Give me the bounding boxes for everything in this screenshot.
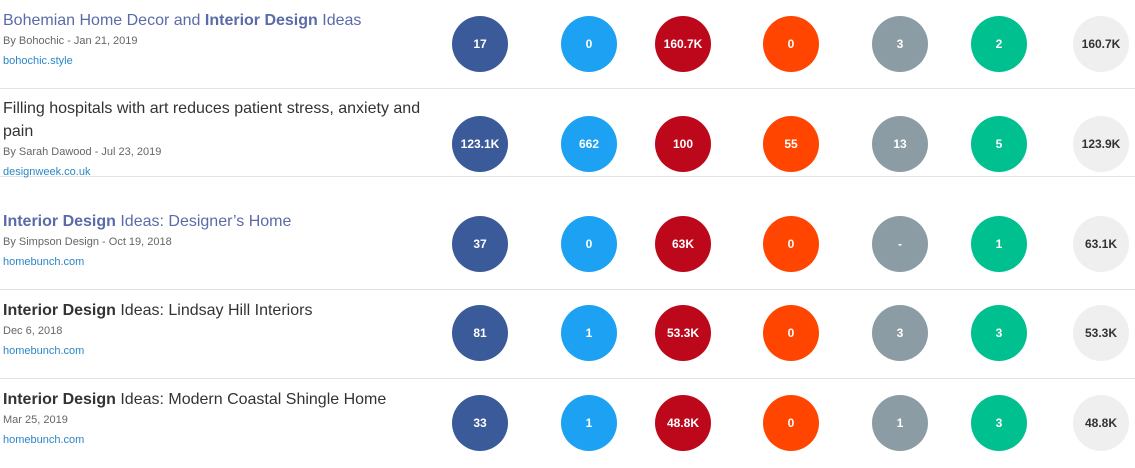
pinterest-pins-badge[interactable]: 63K: [655, 216, 711, 272]
article-domain-link[interactable]: designweek.co.uk: [3, 166, 91, 178]
reddit-engagement-badge[interactable]: 0: [763, 395, 819, 451]
article-info: Interior Design Ideas: Designer’s Home B…: [3, 210, 433, 269]
article-meta: By Sarah Dawood - Jul 23, 2019: [3, 146, 162, 158]
article-info: Filling hospitals with art reduces patie…: [3, 97, 433, 179]
article-title[interactable]: Interior Design Ideas: Designer’s Home: [3, 210, 433, 233]
links-count-badge[interactable]: 3: [872, 305, 928, 361]
title-part: Ideas: Lindsay Hill Interiors: [115, 302, 313, 319]
twitter-shares-badge[interactable]: 662: [561, 116, 617, 172]
facebook-engagement-badge[interactable]: 37: [452, 216, 508, 272]
twitter-shares-badge[interactable]: 0: [561, 16, 617, 72]
title-part: Ideas: Designer’s Home: [115, 213, 292, 230]
article-meta: Dec 6, 2018: [3, 325, 63, 337]
total-engagement-badge[interactable]: 48.8K: [1073, 395, 1129, 451]
article-row: Interior Design Ideas: Designer’s Home B…: [0, 201, 1135, 290]
title-part: Filling hospitals with art reduces patie…: [3, 100, 421, 140]
reddit-engagement-badge[interactable]: 55: [763, 116, 819, 172]
facebook-engagement-badge[interactable]: 17: [452, 16, 508, 72]
facebook-engagement-badge[interactable]: 81: [452, 305, 508, 361]
title-keyword: Interior Design: [3, 213, 116, 230]
article-row: Interior Design Ideas: Modern Coastal Sh…: [0, 379, 1135, 468]
article-title[interactable]: Bohemian Home Decor and Interior Design …: [3, 9, 433, 32]
article-domain-link[interactable]: bohochic.style: [3, 55, 73, 67]
title-keyword: Interior Design: [3, 302, 116, 319]
pinterest-pins-badge[interactable]: 53.3K: [655, 305, 711, 361]
title-part: Ideas: [317, 12, 362, 29]
total-engagement-badge[interactable]: 63.1K: [1073, 216, 1129, 272]
twitter-shares-badge[interactable]: 1: [561, 305, 617, 361]
article-meta: Mar 25, 2019: [3, 414, 68, 426]
total-engagement-badge[interactable]: 53.3K: [1073, 305, 1129, 361]
article-domain-link[interactable]: homebunch.com: [3, 256, 85, 268]
pinterest-pins-badge[interactable]: 160.7K: [655, 16, 711, 72]
facebook-engagement-badge[interactable]: 123.1K: [452, 116, 508, 172]
article-meta: By Simpson Design - Oct 19, 2018: [3, 236, 172, 248]
links-count-badge[interactable]: -: [872, 216, 928, 272]
links-count-badge[interactable]: 3: [872, 16, 928, 72]
reddit-engagement-badge[interactable]: 0: [763, 305, 819, 361]
twitter-shares-badge[interactable]: 0: [561, 216, 617, 272]
pinterest-pins-badge[interactable]: 100: [655, 116, 711, 172]
evergreen-score-badge[interactable]: 3: [971, 305, 1027, 361]
article-meta: By Bohochic - Jan 21, 2019: [3, 35, 138, 47]
article-row: Bohemian Home Decor and Interior Design …: [0, 0, 1135, 89]
article-row: Filling hospitals with art reduces patie…: [0, 88, 1135, 179]
total-engagement-badge[interactable]: 160.7K: [1073, 16, 1129, 72]
twitter-shares-badge[interactable]: 1: [561, 395, 617, 451]
article-info: Bohemian Home Decor and Interior Design …: [3, 9, 433, 68]
reddit-engagement-badge[interactable]: 0: [763, 16, 819, 72]
evergreen-score-badge[interactable]: 1: [971, 216, 1027, 272]
title-part: Ideas: Modern Coastal Shingle Home: [115, 391, 387, 408]
article-title[interactable]: Interior Design Ideas: Lindsay Hill Inte…: [3, 299, 433, 322]
reddit-engagement-badge[interactable]: 0: [763, 216, 819, 272]
pinterest-pins-badge[interactable]: 48.8K: [655, 395, 711, 451]
article-domain-link[interactable]: homebunch.com: [3, 345, 85, 357]
evergreen-score-badge[interactable]: 2: [971, 16, 1027, 72]
links-count-badge[interactable]: 1: [872, 395, 928, 451]
article-domain-link[interactable]: homebunch.com: [3, 434, 85, 446]
total-engagement-badge[interactable]: 123.9K: [1073, 116, 1129, 172]
evergreen-score-badge[interactable]: 3: [971, 395, 1027, 451]
article-title[interactable]: Filling hospitals with art reduces patie…: [3, 97, 433, 143]
facebook-engagement-badge[interactable]: 33: [452, 395, 508, 451]
article-row: Interior Design Ideas: Lindsay Hill Inte…: [0, 290, 1135, 379]
evergreen-score-badge[interactable]: 5: [971, 116, 1027, 172]
links-count-badge[interactable]: 13: [872, 116, 928, 172]
title-keyword: Interior Design: [204, 12, 318, 29]
article-info: Interior Design Ideas: Lindsay Hill Inte…: [3, 299, 433, 358]
title-part: Bohemian Home Decor and: [3, 12, 205, 29]
article-info: Interior Design Ideas: Modern Coastal Sh…: [3, 388, 433, 447]
title-keyword: Interior Design: [3, 391, 116, 408]
article-title[interactable]: Interior Design Ideas: Modern Coastal Sh…: [3, 388, 433, 411]
